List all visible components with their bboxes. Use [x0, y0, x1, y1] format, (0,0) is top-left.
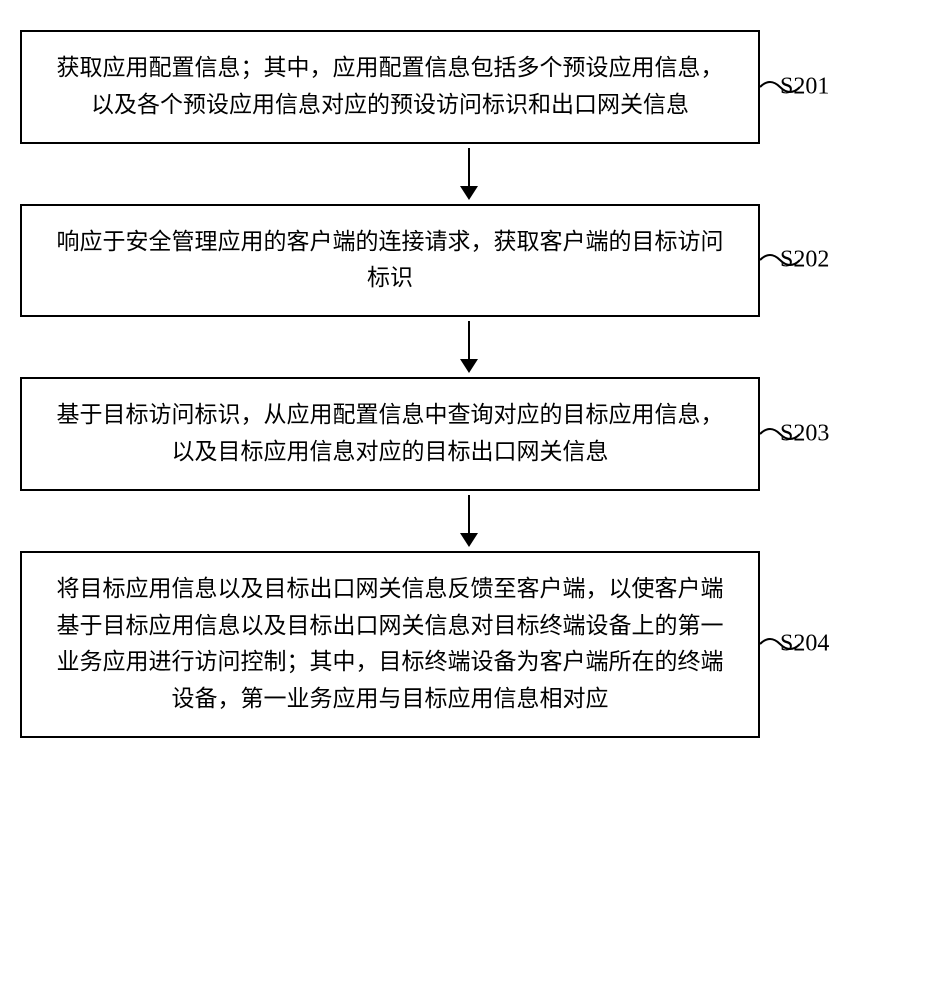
step-row: 将目标应用信息以及目标出口网关信息反馈至客户端，以使客户端基于目标应用信息以及目… [20, 551, 917, 738]
step-box-s202: 响应于安全管理应用的客户端的连接请求，获取客户端的目标访问标识 [20, 204, 760, 318]
arrow-line [468, 148, 470, 186]
step-id: S203 [780, 420, 829, 446]
step-text: 响应于安全管理应用的客户端的连接请求，获取客户端的目标访问标识 [57, 229, 724, 291]
step-row: 响应于安全管理应用的客户端的连接请求，获取客户端的目标访问标识 S202 [20, 204, 917, 318]
arrow-head-icon [460, 533, 478, 547]
step-label-s203: S203 [780, 420, 829, 447]
step-box-s204: 将目标应用信息以及目标出口网关信息反馈至客户端，以使客户端基于目标应用信息以及目… [20, 551, 760, 738]
step-id: S202 [780, 247, 829, 273]
step-label-s201: S201 [780, 73, 829, 100]
arrow-down [99, 321, 839, 373]
step-text: 基于目标访问标识，从应用配置信息中查询对应的目标应用信息，以及目标应用信息对应的… [57, 402, 724, 464]
flowchart-container: 获取应用配置信息；其中，应用配置信息包括多个预设应用信息，以及各个预设应用信息对… [20, 30, 917, 738]
step-box-s203: 基于目标访问标识，从应用配置信息中查询对应的目标应用信息，以及目标应用信息对应的… [20, 377, 760, 491]
arrow-down [99, 495, 839, 547]
step-id: S201 [780, 73, 829, 99]
arrow-head-icon [460, 359, 478, 373]
arrow-line [468, 321, 470, 359]
step-id: S204 [780, 631, 829, 657]
arrow-down [99, 148, 839, 200]
arrow-head-icon [460, 186, 478, 200]
step-box-s201: 获取应用配置信息；其中，应用配置信息包括多个预设应用信息，以及各个预设应用信息对… [20, 30, 760, 144]
step-text: 获取应用配置信息；其中，应用配置信息包括多个预设应用信息，以及各个预设应用信息对… [57, 55, 724, 117]
step-text: 将目标应用信息以及目标出口网关信息反馈至客户端，以使客户端基于目标应用信息以及目… [57, 576, 724, 711]
step-label-s204: S204 [780, 631, 829, 658]
arrow-line [468, 495, 470, 533]
step-row: 基于目标访问标识，从应用配置信息中查询对应的目标应用信息，以及目标应用信息对应的… [20, 377, 917, 491]
step-row: 获取应用配置信息；其中，应用配置信息包括多个预设应用信息，以及各个预设应用信息对… [20, 30, 917, 144]
step-label-s202: S202 [780, 247, 829, 274]
